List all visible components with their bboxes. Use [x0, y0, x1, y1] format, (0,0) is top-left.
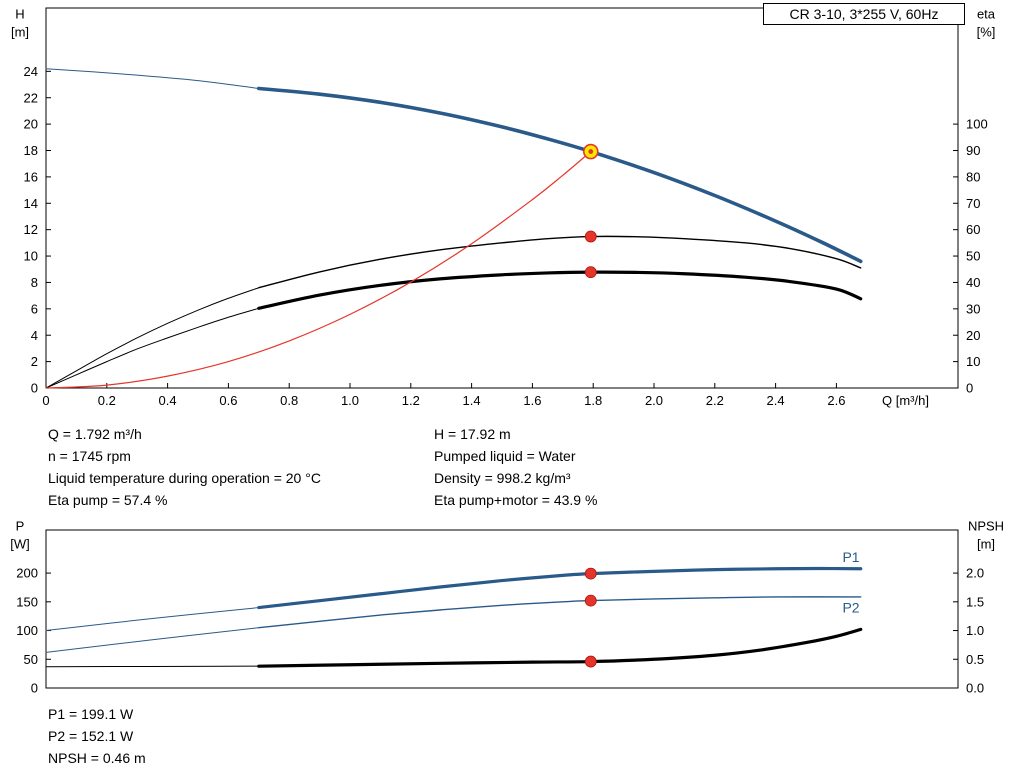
y-left-tick-label: 20	[24, 117, 38, 132]
y-left-tick-label: 4	[31, 328, 38, 343]
y-right-axis-title: [%]	[977, 25, 996, 40]
plot-frame	[45, 7, 959, 389]
y-right-tick-label: 90	[966, 143, 980, 158]
curve-label-P2: P2	[842, 599, 859, 615]
y-left-axis-title: H	[15, 7, 24, 22]
head-efficiency-chart: 0246810121416182022240102030405060708090…	[11, 7, 996, 408]
curve-eta-pump-motor-lead	[45, 307, 260, 389]
y-right-tick-label: 50	[966, 249, 980, 264]
curve-npsh-lead	[45, 665, 260, 668]
x-tick-label: 2.2	[706, 393, 724, 408]
y-left-tick-label: 12	[24, 222, 38, 237]
y-left-tick-label: 22	[24, 90, 38, 105]
y-right-tick-label: 20	[966, 328, 980, 343]
duty-point-marker[interactable]	[582, 143, 599, 160]
x-tick-label: 0.4	[159, 393, 177, 408]
info-line-eta-pump: Eta pump = 57.4 %	[48, 492, 168, 508]
y-right-tick-label: 60	[966, 222, 980, 237]
curve-eta-pump-lead	[45, 287, 260, 389]
y-left-tick-label: 100	[16, 623, 38, 638]
info-line-eta-total: Eta pump+motor = 43.9 %	[434, 492, 598, 508]
y-right-axis-title: [m]	[977, 537, 995, 552]
x-tick-label: 1.6	[523, 393, 541, 408]
curve-eta-pump-motor	[257, 270, 863, 310]
pump-model-label: CR 3-10, 3*255 V, 60Hz	[789, 6, 939, 22]
x-tick-label: 0	[42, 393, 49, 408]
info-line-p1: P1 = 199.1 W	[48, 706, 134, 722]
plot-frame	[45, 529, 959, 689]
y-right-tick-label: 40	[966, 275, 980, 290]
x-axis-label: Q [m³/h]	[882, 393, 929, 408]
operating-point-dot	[584, 594, 597, 607]
y-right-tick-label: 70	[966, 196, 980, 211]
pump-model-badge: CR 3-10, 3*255 V, 60Hz	[763, 3, 965, 25]
operating-point-dot	[584, 567, 597, 580]
x-tick-label: 2.4	[767, 393, 785, 408]
info-line-density: Density = 998.2 kg/m³	[434, 470, 571, 486]
info-line-head: H = 17.92 m	[434, 426, 511, 442]
y-right-tick-label: 100	[966, 117, 988, 132]
power-info: P1 = 199.1 W P2 = 152.1 W NPSH = 0.46 m	[48, 703, 146, 769]
power-npsh-chart: 0 50 100 150 200 0.0 0.5 1.0 1.5 2.0 P [W] NPSH [m] P1…	[10, 519, 1004, 696]
info-line-speed: n = 1745 rpm	[48, 448, 131, 464]
y-left-tick-label: 2	[31, 354, 38, 369]
curve-label-P1: P1	[842, 549, 859, 565]
y-left-tick-label: 16	[24, 169, 38, 184]
x-tick-label: 0.2	[98, 393, 116, 408]
curve-p1-lead	[45, 607, 260, 632]
y-left-tick-label: 150	[16, 594, 38, 609]
x-tick-label: 0.8	[280, 393, 298, 408]
curve-npsh	[257, 627, 863, 668]
y-left-tick-label: 6	[31, 301, 38, 316]
y-left-tick-label: 24	[24, 64, 38, 79]
y-left-axis-title: [m]	[11, 25, 29, 40]
operating-point-dot	[584, 655, 597, 668]
duty-info-left: Q = 1.792 m³/h n = 1745 rpm Liquid tempe…	[48, 423, 321, 511]
operating-point-dot	[584, 230, 597, 243]
x-tick-label: 1.4	[463, 393, 481, 408]
y-left-tick-label: 14	[24, 196, 38, 211]
y-left-tick-label: 0	[31, 681, 38, 696]
y-left-tick-label: 200	[16, 566, 38, 581]
y-left-tick-label: 8	[31, 275, 38, 290]
curve-p1	[257, 566, 863, 610]
info-line-p2: P2 = 152.1 W	[48, 728, 134, 744]
curve-head	[257, 86, 863, 264]
y-right-tick-label: 0.0	[966, 681, 984, 696]
y-left-axis-title: [W]	[10, 537, 30, 552]
y-right-tick-label: 0.5	[966, 652, 984, 667]
info-line-liquid: Pumped liquid = Water	[434, 448, 576, 464]
x-tick-label: 1.8	[584, 393, 602, 408]
x-tick-label: 1.0	[341, 393, 359, 408]
y-right-tick-label: 1.5	[966, 594, 984, 609]
x-tick-label: 2.6	[827, 393, 845, 408]
curve-p2-lead	[45, 627, 260, 653]
y-right-axis-title: NPSH	[968, 519, 1004, 534]
y-right-tick-label: 80	[966, 169, 980, 184]
y-right-tick-label: 30	[966, 301, 980, 316]
info-line-temperature: Liquid temperature during operation = 20…	[48, 470, 321, 486]
y-right-tick-label: 2.0	[966, 566, 984, 581]
y-right-axis-title: eta	[977, 7, 996, 22]
x-tick-label: 2.0	[645, 393, 663, 408]
x-tick-label: 0.6	[219, 393, 237, 408]
curve-head-lead	[45, 68, 260, 89]
y-left-tick-label: 0	[31, 381, 38, 396]
y-left-axis-title: P	[16, 519, 25, 534]
y-left-tick-label: 10	[24, 249, 38, 264]
curve-p2	[258, 596, 862, 629]
y-right-tick-label: 10	[966, 354, 980, 369]
info-line-npsh: NPSH = 0.46 m	[48, 750, 146, 766]
y-left-tick-label: 50	[24, 652, 38, 667]
x-tick-label: 1.2	[402, 393, 420, 408]
y-right-tick-label: 0	[966, 381, 973, 396]
operating-point-dot	[584, 266, 597, 279]
duty-info-right: H = 17.92 m Pumped liquid = Water Densit…	[434, 423, 597, 511]
info-line-flow: Q = 1.792 m³/h	[48, 426, 142, 442]
curve-system-curve	[45, 150, 592, 389]
y-right-tick-label: 1.0	[966, 623, 984, 638]
y-left-tick-label: 18	[24, 143, 38, 158]
